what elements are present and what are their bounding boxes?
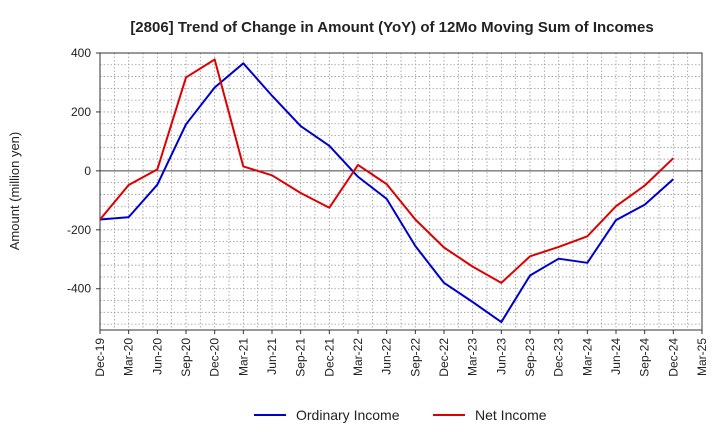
x-tick-label: Jun-20: [150, 338, 164, 375]
x-tick-label: Mar-23: [466, 338, 480, 376]
x-tick-label: Dec-21: [322, 338, 336, 377]
gridlines: [100, 53, 702, 330]
x-tick-label: Dec-19: [93, 338, 107, 377]
x-tick-label: Mar-24: [580, 338, 594, 376]
y-tick-label: 200: [71, 105, 91, 119]
x-tick-label: Dec-20: [208, 338, 222, 377]
y-axis-ticks: 400 200 0 -200 -400: [67, 46, 100, 296]
x-tick-label: Jun-22: [380, 338, 394, 375]
y-tick-label: 0: [84, 164, 91, 178]
x-tick-label: Sep-20: [179, 338, 193, 377]
x-tick-label: Mar-22: [351, 338, 365, 376]
y-tick-label: -200: [67, 223, 91, 237]
legend-ordinary-income-label: Ordinary Income: [296, 407, 400, 423]
x-tick-label: Dec-24: [666, 338, 680, 377]
x-tick-label: Sep-23: [523, 338, 537, 377]
y-tick-label: -400: [67, 282, 91, 296]
x-tick-label: Dec-22: [437, 338, 451, 377]
legend-net-income-label: Net Income: [475, 407, 547, 423]
x-tick-label: Mar-20: [122, 338, 136, 376]
x-tick-label: Sep-24: [638, 338, 652, 377]
series-line-net-income: [99, 58, 675, 284]
chart-title: [2806] Trend of Change in Amount (YoY) o…: [130, 19, 653, 36]
plot-area: [99, 52, 703, 331]
x-tick-label: Dec-23: [552, 338, 566, 377]
y-tick-label: 400: [71, 46, 91, 60]
x-axis-ticks: Dec-19 Mar-20 Jun-20 Sep-20 Dec-20 Mar-21 Jun-…: [93, 330, 709, 377]
legend: Ordinary Income Net Income: [254, 407, 547, 423]
x-tick-label: Mar-25: [695, 338, 709, 376]
y-axis-label: Amount (million yen): [7, 132, 22, 251]
series-lines: [99, 58, 675, 324]
x-tick-label: Jun-24: [609, 338, 623, 375]
series-line-ordinary-income: [99, 62, 674, 324]
x-tick-label: Sep-21: [294, 338, 308, 377]
x-tick-label: Jun-23: [494, 338, 508, 375]
x-tick-label: Sep-22: [408, 338, 422, 377]
x-tick-label: Mar-21: [236, 338, 250, 376]
x-tick-label: Jun-21: [265, 338, 279, 375]
